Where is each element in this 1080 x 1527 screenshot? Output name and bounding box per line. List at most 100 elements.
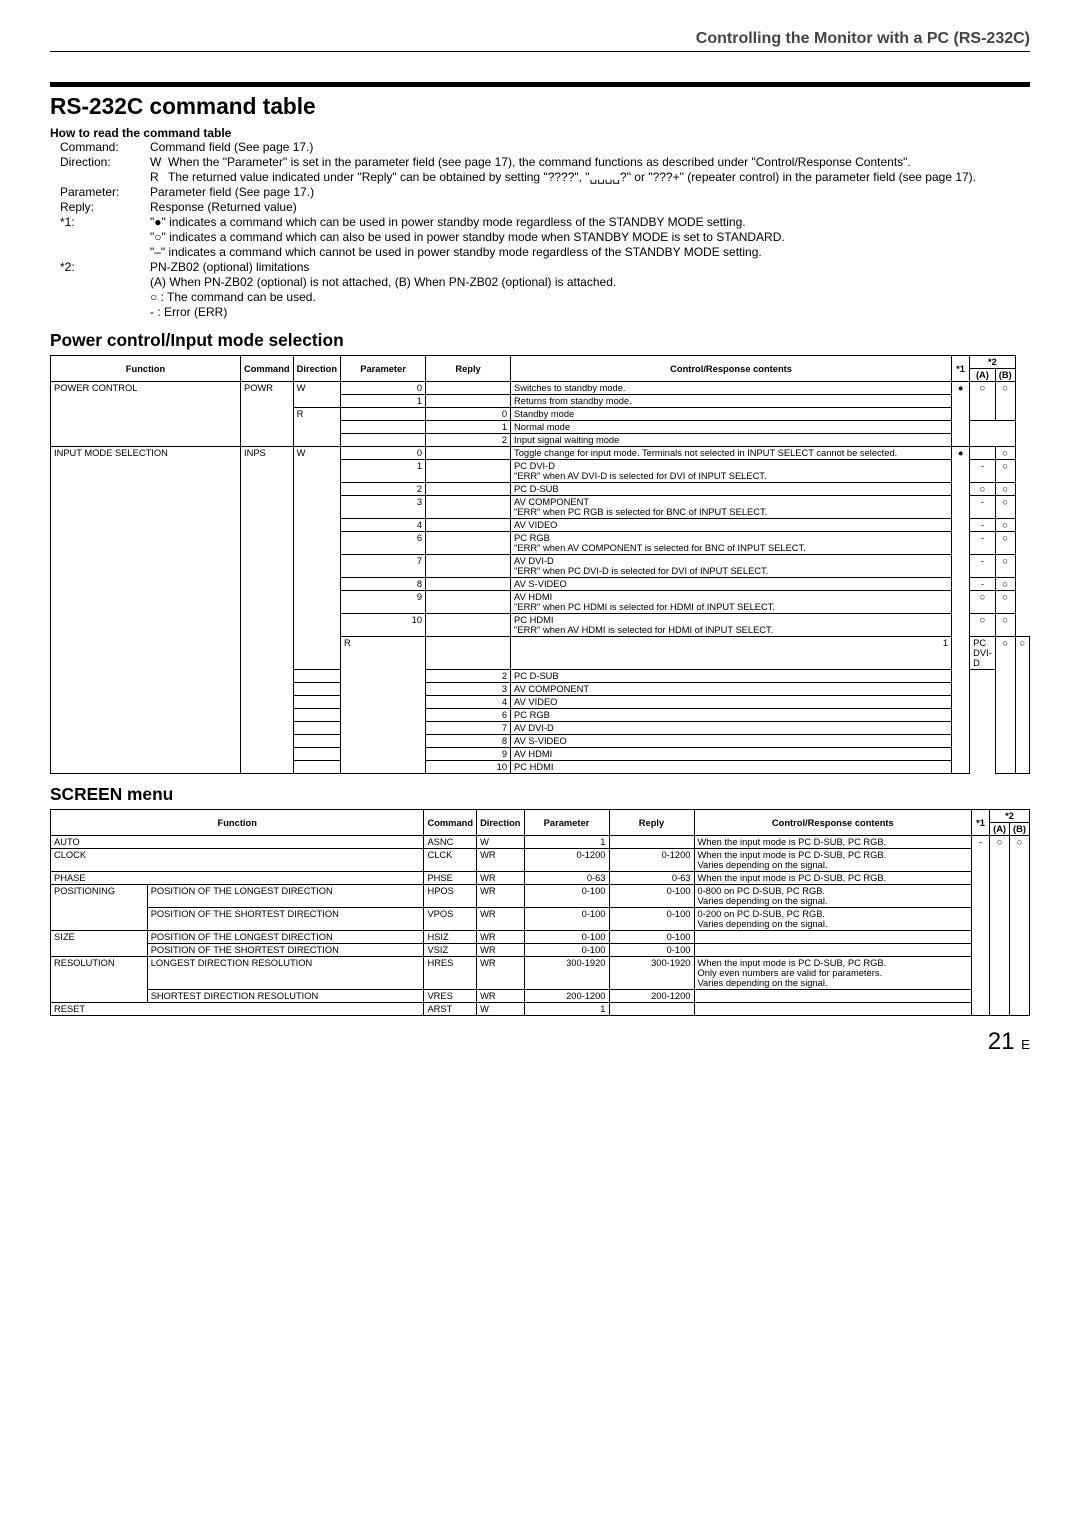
cell	[609, 1003, 694, 1016]
cell: Normal mode	[511, 421, 952, 434]
def-key: *2:	[50, 260, 150, 320]
def-val: Parameter field (See page 17.)	[150, 185, 1030, 200]
cell: POSITIONING	[51, 885, 148, 931]
cell: VRES	[424, 990, 477, 1003]
cell: 1	[426, 421, 511, 434]
page-num-val: 21	[988, 1028, 1015, 1055]
page-num-e: E	[1021, 1037, 1030, 1052]
cell: ○	[970, 614, 996, 637]
cell: 0-100	[609, 908, 694, 931]
cell: WR	[477, 872, 524, 885]
cell: AUTO	[51, 836, 424, 849]
cell: INPUT MODE SELECTION	[51, 447, 241, 774]
cell	[426, 519, 511, 532]
cell	[426, 555, 511, 578]
cell: PC HDMI "ERR" when AV HDMI is selected f…	[511, 614, 952, 637]
cell: SIZE	[51, 931, 148, 957]
cell: Switches to standby mode.	[511, 382, 952, 395]
cell: 10	[341, 614, 426, 637]
cell: AV HDMI "ERR" when PC HDMI is selected f…	[511, 591, 952, 614]
cell: AV DVI-D	[511, 722, 952, 735]
cell: ASNC	[424, 836, 477, 849]
cell	[426, 591, 511, 614]
power-control-table: FunctionCommandDirectionParameterReplyCo…	[50, 355, 1030, 774]
cell: 300-1920	[524, 957, 609, 990]
cell: -	[970, 496, 996, 519]
cell: (A)	[970, 369, 996, 382]
cell: 2	[426, 670, 511, 683]
cell: When the input mode is PC D-SUB, PC RGB.…	[694, 957, 972, 990]
cell: 3	[426, 683, 511, 696]
cell: Toggle change for input mode. Terminals …	[511, 447, 952, 460]
cell: ○	[970, 591, 996, 614]
cell: *2	[970, 356, 1016, 369]
cell: Function	[51, 810, 424, 836]
cell	[293, 709, 340, 722]
cell	[293, 735, 340, 748]
cell: ○	[995, 578, 1015, 591]
cell: ○	[995, 519, 1015, 532]
cell: POSITION OF THE SHORTEST DIRECTION	[147, 908, 424, 931]
t1-title: Power control/Input mode selection	[50, 330, 1030, 351]
cell: Command	[424, 810, 477, 836]
cell: -	[970, 555, 996, 578]
cell	[341, 434, 426, 447]
cell	[341, 421, 426, 434]
cell: -	[972, 836, 990, 1016]
cell: ARST	[424, 1003, 477, 1016]
cell: ●	[952, 382, 970, 447]
cell: WR	[477, 931, 524, 944]
def-key: *1:	[50, 215, 150, 260]
cell: ○	[990, 836, 1010, 1016]
cell: POSITION OF THE LONGEST DIRECTION	[147, 931, 424, 944]
def-val: "●" indicates a command which can be use…	[150, 215, 1030, 260]
t2-title: SCREEN menu	[50, 784, 1030, 805]
cell: 1	[341, 460, 426, 483]
cell: ○	[995, 460, 1015, 483]
cell: 0-100	[609, 931, 694, 944]
cell: 0-1200	[609, 849, 694, 872]
cell	[694, 990, 972, 1003]
def-row: Reply:Response (Returned value)	[50, 200, 1030, 215]
cell: 1	[524, 836, 609, 849]
cell: 0-63	[524, 872, 609, 885]
howto-heading: How to read the command table	[50, 126, 1030, 140]
def-key: Direction:	[50, 155, 150, 185]
cell: 6	[341, 532, 426, 555]
cell: ○	[995, 555, 1015, 578]
cell: Direction	[293, 356, 340, 382]
cell: HSIZ	[424, 931, 477, 944]
def-key: Parameter:	[50, 185, 150, 200]
cell	[426, 382, 511, 395]
cell: -	[970, 519, 996, 532]
cell: 0-100	[524, 908, 609, 931]
cell: W	[293, 447, 340, 670]
cell: Returns from standby mode.	[511, 395, 952, 408]
cell: 200-1200	[609, 990, 694, 1003]
cell	[970, 421, 1016, 447]
cell: Parameter	[524, 810, 609, 836]
cell: 8	[341, 578, 426, 591]
cell: Command	[241, 356, 294, 382]
cell	[970, 447, 996, 460]
cell	[426, 637, 511, 670]
cell: ○	[995, 591, 1015, 614]
cell: 0-100	[609, 944, 694, 957]
cell	[426, 578, 511, 591]
cell: 0-1200	[524, 849, 609, 872]
cell: POWR	[241, 382, 294, 447]
cell: POSITION OF THE SHORTEST DIRECTION	[147, 944, 424, 957]
cell: PHASE	[51, 872, 424, 885]
cell: PC RGB	[511, 709, 952, 722]
cell: AV COMPONENT "ERR" when PC RGB is select…	[511, 496, 952, 519]
cell	[694, 944, 972, 957]
cell: ○	[995, 483, 1015, 496]
cell: (B)	[1010, 823, 1030, 836]
cell: AV DVI-D "ERR" when PC DVI-D is selected…	[511, 555, 952, 578]
def-row: *2:PN-ZB02 (optional) limitations (A) Wh…	[50, 260, 1030, 320]
main-heading: RS-232C command table	[50, 87, 1030, 120]
cell: WR	[477, 908, 524, 931]
cell: 0-100	[524, 944, 609, 957]
cell: When the input mode is PC D-SUB, PC RGB.	[694, 872, 972, 885]
cell: PHSE	[424, 872, 477, 885]
